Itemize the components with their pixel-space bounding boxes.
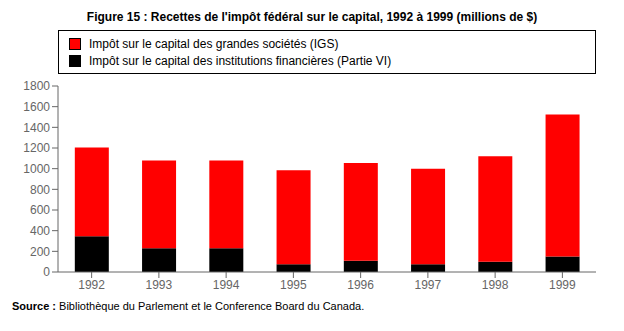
svg-text:1200: 1200: [23, 141, 50, 155]
svg-text:1997: 1997: [415, 278, 442, 292]
svg-text:1800: 1800: [23, 79, 50, 93]
html-text:Impôt sur le capital des grand: Impôt sur le capital des grandes société…: [89, 36, 339, 51]
svg-text:1995: 1995: [280, 278, 307, 292]
svg-text:1996: 1996: [347, 278, 374, 292]
svg-text:1400: 1400: [23, 121, 50, 135]
svg-text:600: 600: [30, 203, 50, 217]
svg-text:800: 800: [30, 183, 50, 197]
html-text:Figure 15 : Recettes de l'impô: Figure 15 : Recettes de l'impôt fédéral …: [86, 10, 538, 24]
svg-text:1994: 1994: [213, 278, 240, 292]
svg-text:1998: 1998: [482, 278, 509, 292]
svg-text:1000: 1000: [23, 162, 50, 176]
svg-text:1999: 1999: [549, 278, 576, 292]
svg-text:0: 0: [43, 265, 50, 279]
html-text:Impôt sur le capital des insti: Impôt sur le capital des institutions fi…: [89, 53, 392, 68]
svg-text:1992: 1992: [78, 278, 105, 292]
html-text:Source : Bibliothèque du Parle: Source : Bibliothèque du Parlement et le…: [12, 300, 365, 312]
svg-text:1993: 1993: [146, 278, 173, 292]
svg-text:1600: 1600: [23, 100, 50, 114]
svg-text:200: 200: [30, 245, 50, 259]
svg-text:400: 400: [30, 224, 50, 238]
